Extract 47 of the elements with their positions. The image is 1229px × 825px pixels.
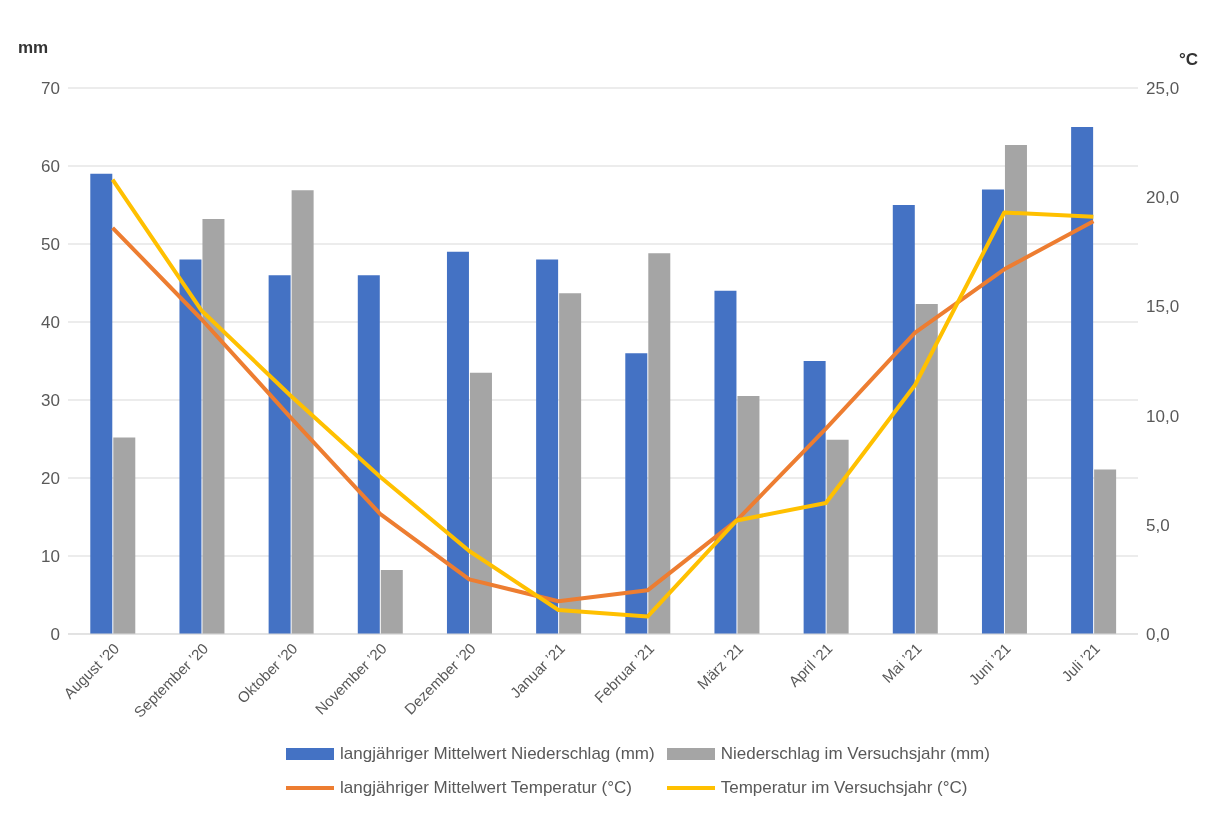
bar <box>559 293 582 634</box>
bar <box>981 189 1004 634</box>
x-tick-label: Mai ’21 <box>878 639 925 686</box>
y-axis-title: mm <box>18 38 49 58</box>
bar <box>446 251 469 634</box>
bar <box>1094 469 1117 634</box>
bar <box>113 437 136 634</box>
bar <box>90 173 113 634</box>
y2-tick-label: 10,0 <box>1146 406 1180 426</box>
y2-tick-label: 0,0 <box>1146 625 1170 645</box>
x-tick-label: Juni ’21 <box>965 639 1014 689</box>
bar <box>536 259 559 634</box>
x-tick-label: Juli ’21 <box>1058 639 1104 685</box>
y2-tick-label: 25,0 <box>1146 79 1180 99</box>
bar <box>803 361 826 634</box>
bar <box>892 205 915 634</box>
bar <box>625 353 648 634</box>
y-tick-label: 70 <box>41 79 60 99</box>
y-tick-label: 60 <box>41 157 60 177</box>
legend-label: Niederschlag im Versuchsjahr (mm) <box>720 744 990 764</box>
y2-tick-label: 5,0 <box>1146 515 1170 535</box>
bar <box>179 259 202 634</box>
bar <box>380 570 403 634</box>
y2-tick-label: 15,0 <box>1146 297 1180 317</box>
bar <box>1071 127 1094 634</box>
y2-axis-title: °C <box>1178 50 1198 70</box>
y-tick-label: 10 <box>41 547 60 567</box>
legend-label: langjähriger Mittelwert Temperatur (°C) <box>340 778 632 798</box>
bar <box>714 290 737 634</box>
bar <box>737 396 760 634</box>
legend-label: langjähriger Mittelwert Niederschlag (mm) <box>340 744 655 764</box>
y-tick-label: 0 <box>50 625 60 645</box>
bar <box>826 439 849 634</box>
bar <box>469 372 492 634</box>
y-tick-label: 50 <box>41 235 60 255</box>
bar <box>268 275 291 634</box>
y2-tick-label: 20,0 <box>1146 188 1180 208</box>
bar <box>202 219 225 634</box>
bar <box>1004 144 1027 634</box>
bar <box>648 253 671 634</box>
y-tick-label: 20 <box>41 469 60 489</box>
y-tick-label: 40 <box>41 313 60 333</box>
bar <box>291 190 314 634</box>
bar <box>915 304 938 634</box>
legend-label: Temperatur im Versuchsjahr (°C) <box>720 778 968 798</box>
bar <box>357 275 380 634</box>
y-tick-label: 30 <box>41 391 60 411</box>
